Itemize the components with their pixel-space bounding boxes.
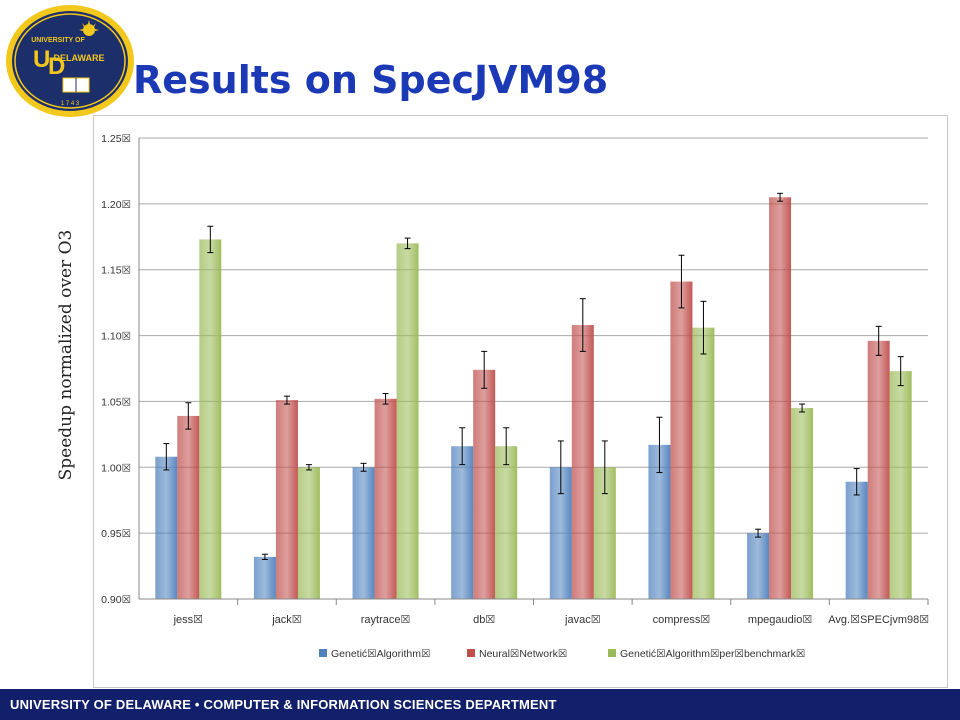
x-tick-label: db☒ bbox=[473, 614, 495, 626]
bar bbox=[747, 533, 770, 599]
legend-swatch bbox=[467, 649, 475, 657]
bar bbox=[593, 467, 616, 599]
y-axis-label: Speedup normalized over O3 bbox=[56, 229, 76, 481]
bar bbox=[155, 456, 178, 599]
y-tick-label: 1.20☒ bbox=[101, 199, 131, 211]
bar bbox=[396, 243, 419, 599]
y-tick-label: 1.05☒ bbox=[101, 396, 131, 408]
bar bbox=[549, 467, 572, 599]
svg-text:UNIVERSITY OF: UNIVERSITY OF bbox=[31, 37, 85, 44]
x-tick-label: jess☒ bbox=[173, 614, 203, 626]
svg-text:DELAWARE: DELAWARE bbox=[53, 53, 104, 63]
bar bbox=[374, 398, 397, 599]
legend-label: Genetić☒Algorithm☒per☒benchmark☒ bbox=[620, 648, 805, 660]
footer-text: UNIVERSITY OF DELAWARE • COMPUTER & INFO… bbox=[10, 697, 557, 712]
svg-text:1 7 4 3: 1 7 4 3 bbox=[61, 101, 80, 107]
bar bbox=[199, 239, 222, 600]
y-tick-label: 1.15☒ bbox=[101, 265, 131, 277]
bar bbox=[867, 340, 890, 599]
y-tick-label: 0.90☒ bbox=[101, 594, 131, 606]
legend-label: Genetić☒Algorithm☒ bbox=[331, 648, 430, 660]
svg-text:U: U bbox=[33, 46, 50, 73]
bar bbox=[297, 467, 320, 599]
bar bbox=[451, 446, 474, 599]
y-tick-label: 1.25☒ bbox=[101, 133, 131, 145]
y-tick-label: 1.00☒ bbox=[101, 462, 131, 474]
bar bbox=[473, 369, 496, 599]
x-tick-label: compress☒ bbox=[653, 614, 711, 626]
bar bbox=[571, 325, 594, 599]
bar bbox=[648, 444, 671, 599]
y-tick-label: 0.95☒ bbox=[101, 528, 131, 540]
bar bbox=[692, 327, 715, 599]
x-tick-label: jack☒ bbox=[271, 614, 301, 626]
legend-swatch bbox=[319, 649, 327, 657]
bar bbox=[769, 197, 792, 599]
bar bbox=[253, 556, 276, 599]
y-tick-label: 1.10☒ bbox=[101, 331, 131, 343]
bar bbox=[889, 371, 912, 599]
footer-bar: UNIVERSITY OF DELAWARE • COMPUTER & INFO… bbox=[0, 689, 960, 720]
bar bbox=[495, 446, 518, 599]
bar bbox=[177, 415, 200, 599]
x-tick-label: mpegaudio☒ bbox=[748, 614, 812, 626]
bar bbox=[275, 400, 298, 599]
svg-text:D: D bbox=[48, 53, 65, 80]
bar bbox=[791, 408, 814, 599]
legend-swatch bbox=[608, 649, 616, 657]
speedup-bar-chart: 0.90☒ 0.95☒ 1.00☒ 1.05☒ 1.10☒ 1.15☒ 1.20☒ 1.25☒… bbox=[101, 133, 929, 660]
bar bbox=[845, 481, 868, 599]
x-tick-label: raytrace☒ bbox=[361, 614, 411, 626]
x-tick-label: Avg.☒SPECjvm98☒ bbox=[828, 614, 929, 626]
slide-title: Results on SpecJVM98 bbox=[133, 58, 609, 102]
chart-frame: 0.90☒ 0.95☒ 1.00☒ 1.05☒ 1.10☒ 1.15☒ 1.20☒ 1.25☒… bbox=[93, 115, 948, 688]
university-seal-logo: UNIVERSITY OF U D DELAWARE 1 7 4 3 bbox=[6, 5, 134, 117]
x-tick-label: javac☒ bbox=[564, 614, 601, 626]
legend-label: Neural☒Network☒ bbox=[479, 648, 567, 660]
bar bbox=[352, 467, 375, 599]
bar bbox=[670, 281, 693, 599]
